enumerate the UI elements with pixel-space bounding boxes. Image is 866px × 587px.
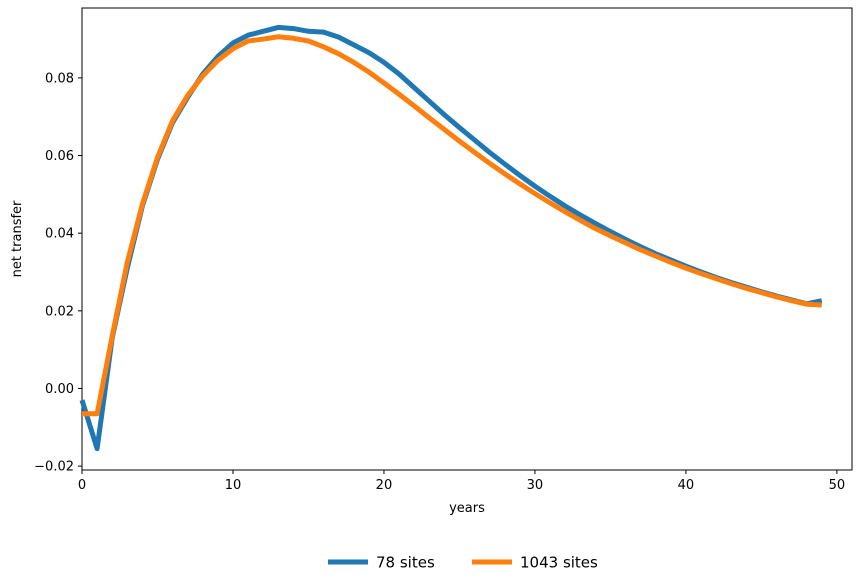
y-axis-label: net transfer	[10, 200, 25, 277]
x-axis-label: years	[449, 501, 485, 516]
x-tick-label: 10	[225, 478, 242, 493]
y-tick-label: 0.02	[45, 304, 74, 319]
x-tick-label: 50	[829, 478, 846, 493]
y-tick-label: 0.04	[45, 227, 74, 242]
y-tick-label: 0.06	[45, 149, 74, 164]
plot-area	[82, 8, 852, 470]
x-tick-label: 0	[78, 478, 86, 493]
legend-label-1: 78 sites	[376, 554, 435, 572]
legend: 78 sites 1043 sites	[328, 554, 598, 572]
y-tick-label: 0.08	[45, 71, 74, 86]
x-tick-label: 30	[527, 478, 544, 493]
x-tick-label: 40	[678, 478, 695, 493]
series-lines	[82, 27, 822, 448]
y-axis-ticks: −0.02 0.00 0.02 0.04 0.06 0.08	[34, 71, 82, 474]
legend-label-2: 1043 sites	[520, 554, 598, 572]
y-tick-label: 0.00	[45, 382, 74, 397]
y-tick-label: −0.02	[34, 460, 74, 475]
x-tick-label: 20	[376, 478, 393, 493]
x-axis-ticks: 0 10 20 30 40 50	[78, 470, 845, 493]
